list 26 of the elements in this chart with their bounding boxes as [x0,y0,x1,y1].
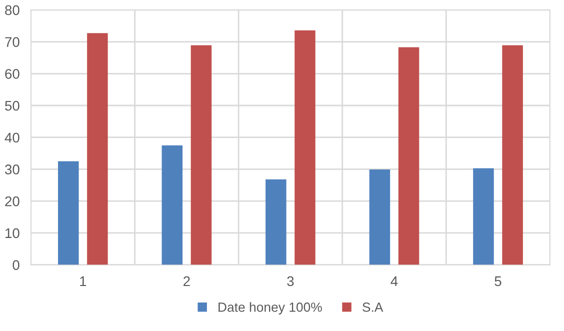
y-tick-label: 60 [5,68,20,79]
bar [266,179,286,265]
bar [398,47,420,265]
y-tick-label: 80 [5,5,20,16]
bar [502,45,523,265]
bar [58,161,79,265]
x-tick-label: 5 [494,276,502,286]
bar [162,145,183,265]
x-tick-label: 2 [184,276,190,286]
y-tick-label: 10 [6,228,20,238]
y-tick-label: 50 [5,100,20,111]
bar [190,45,212,265]
y-tick-label: 20 [5,196,20,206]
y-tick-label: 0 [12,260,20,270]
x-tick-label: 3 [287,276,294,286]
y-tick-label: 40 [4,132,20,143]
x-tick-label: 1 [80,276,86,286]
bar [87,33,108,265]
bar [369,170,390,265]
y-tick-label: 70 [5,37,20,47]
legend-label: S.A [362,302,384,312]
legend-label: Date honey 100% [218,302,322,314]
x-tick-label: 4 [390,276,398,286]
bar [294,30,316,265]
y-tick-label: 30 [4,164,20,174]
bar [473,168,494,265]
